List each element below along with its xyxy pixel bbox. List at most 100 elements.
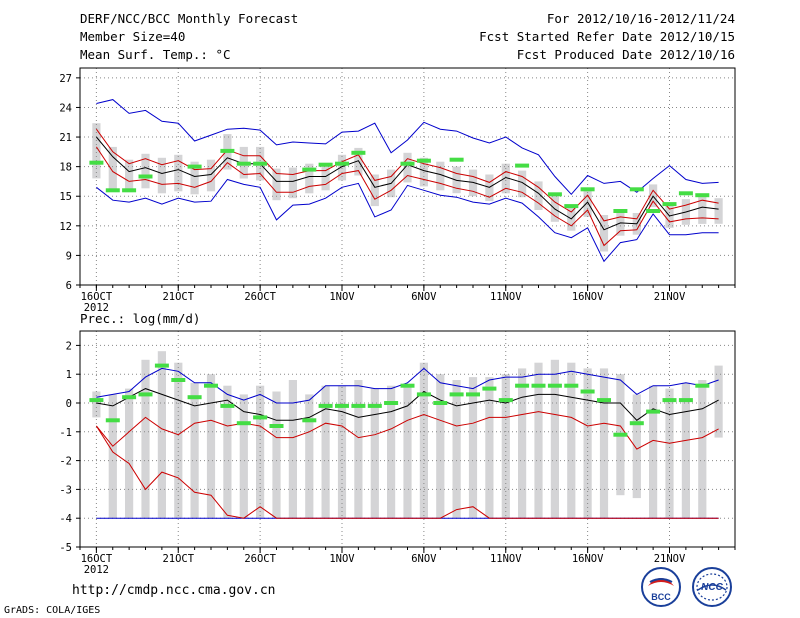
observation-marker [220,403,235,408]
y-tick-label: -3 [59,484,72,496]
observation-marker [400,383,415,388]
observation-marker [482,386,497,391]
x-tick-label: 16NOV [572,553,604,565]
observation-marker [433,401,448,405]
observation-marker [646,209,661,213]
spread-box [599,215,609,252]
x-tick-label: 16OCT [81,553,113,565]
observation-marker [580,389,595,394]
refer-date-label: Fcst Started Refer Date 2012/10/15 [479,29,735,44]
temperature-variable-label: Mean Surf. Temp.: °C [80,47,231,62]
observation-marker [187,395,202,400]
x-tick-label: 26OCT [244,553,276,565]
observation-marker [204,383,218,388]
spread-box [305,163,314,194]
x-tick-label: 21NOV [654,291,686,303]
spread-box [354,380,363,519]
observation-marker [187,164,202,169]
x-tick-label: 21OCT [162,291,194,303]
x-tick-label: 1NOV [329,553,355,565]
y-tick-label: -1 [59,427,72,439]
bcc-logo-text: BCC [651,592,671,602]
spread-box [321,385,330,519]
observation-marker [449,392,464,397]
observation-marker [318,162,333,167]
spread-box [354,147,363,176]
spread-box [272,168,281,201]
spread-box [616,212,625,236]
spread-box [501,163,510,194]
x-tick-label: 1NOV [329,291,355,303]
produced-date-label: Fcst Produced Date 2012/10/16 [516,47,735,62]
observation-marker [105,418,120,423]
x-tick-label: 6NOV [411,553,437,565]
spread-box [239,394,248,519]
observation-marker [564,204,579,209]
observation-marker [220,148,235,153]
spread-box [698,194,707,224]
observation-marker [302,167,317,172]
spread-box [518,368,527,519]
precipitation-chart: -5 -4 -3 -2 -1 0 1 2 16OCT 21OCT 26OCT 1NOV 6NOV 11NO… [59,330,736,576]
spread-box [370,388,379,519]
y-tick-label: 1 [66,369,72,381]
observation-marker [515,163,530,168]
spread-box [157,351,166,519]
spread-box [305,394,314,519]
observation-marker [498,398,513,403]
observation-marker [629,421,644,426]
y-tick-label: 2 [66,340,72,352]
series-line-max [96,99,719,196]
spread-box [337,154,347,181]
y-tick-label: 27 [59,73,72,85]
observation-marker [253,161,268,166]
observation-marker [253,415,268,420]
spread-box [534,362,543,519]
observation-marker [154,363,169,368]
spread-box [157,157,166,194]
series-line-max [96,367,719,404]
spread-box [714,365,723,438]
spread-box [288,167,297,199]
x-tick-label: 11NOV [490,291,522,303]
x-year-label: 2012 [84,564,109,576]
chart-title: DERF/NCC/BCC Monthly Forecast [80,11,299,26]
x-year-label: 2012 [84,302,109,314]
spread-box [190,161,199,195]
observation-marker [646,409,661,414]
observation-marker [105,188,120,193]
observation-marker [466,392,480,397]
agency-logos: BCC NCC [641,567,732,607]
y-tick-label: 18 [59,162,72,174]
member-size-label: Member Size=40 [80,29,186,44]
x-tick-label: 16NOV [572,291,604,303]
spread-box [419,362,428,519]
spread-box [518,170,527,198]
observation-marker [695,193,710,198]
source-url-link[interactable]: http://cmdp.ncc.cma.gov.cn [72,583,276,598]
observation-marker [547,192,562,197]
spread-box [206,374,216,519]
observation-marker [678,398,693,403]
observation-marker [89,398,104,403]
observation-marker [416,158,431,163]
observation-marker [629,187,644,192]
observation-marker [302,418,317,423]
series-line-p25 [95,425,719,519]
observation-marker [613,432,628,437]
y-tick-label: 21 [59,132,72,144]
spread-box [452,380,461,519]
spread-box [403,152,412,183]
spread-box [108,146,117,191]
spread-box [485,377,494,519]
observation-marker [597,398,611,403]
observation-marker [122,395,137,400]
observation-marker [400,161,415,166]
spread-box [223,385,232,519]
spread-box [141,359,150,519]
series-line-mean [96,388,719,421]
spread-box [501,374,510,519]
observation-marker [171,378,186,382]
observation-marker [580,187,595,192]
observation-marker [531,383,546,388]
